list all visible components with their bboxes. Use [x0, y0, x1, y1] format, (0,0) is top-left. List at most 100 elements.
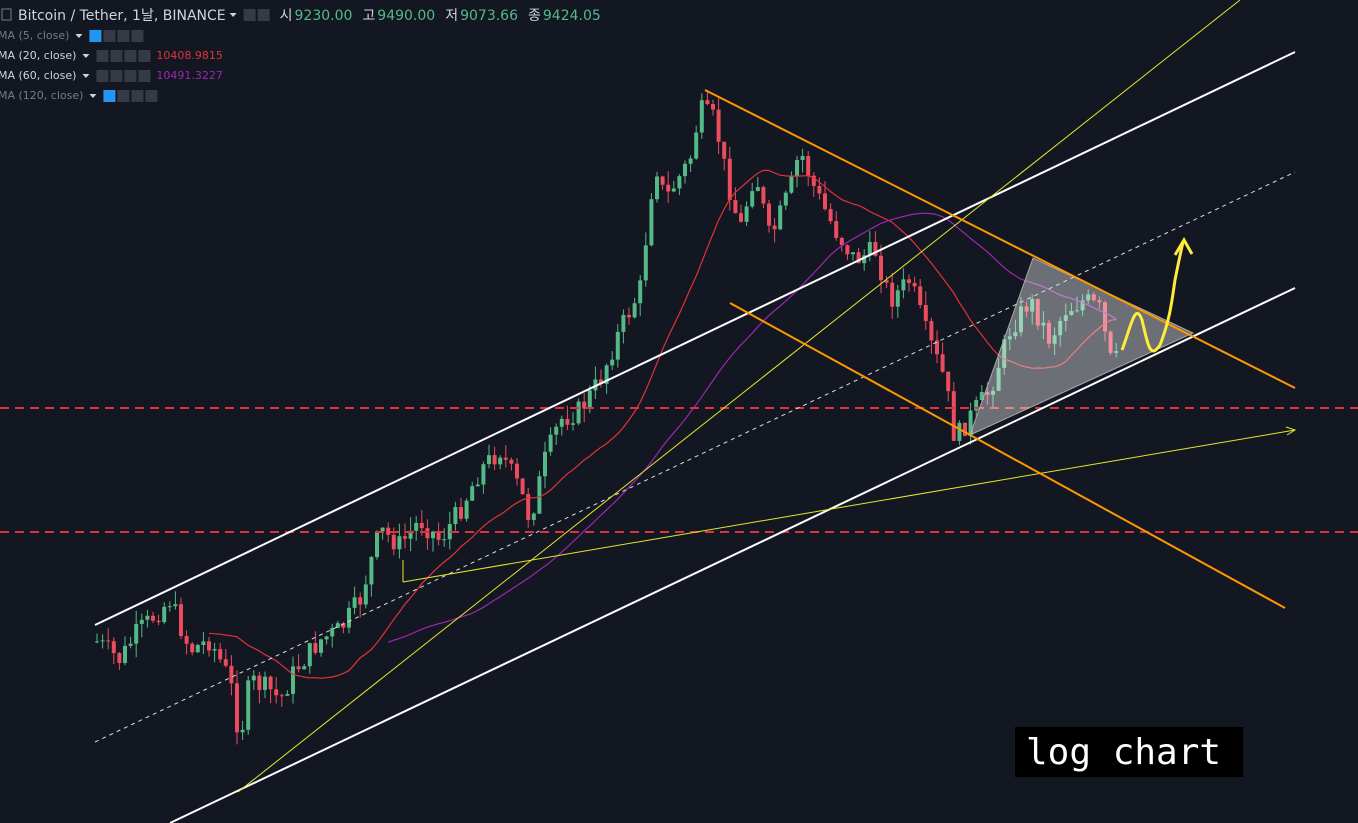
candle-body — [576, 401, 581, 424]
dropdown[interactable] — [82, 54, 90, 58]
candle-body — [447, 524, 452, 540]
icon[interactable] — [117, 30, 130, 42]
channel-line — [94, 51, 1296, 626]
icon[interactable] — [110, 50, 123, 62]
candle-body — [951, 391, 956, 441]
candle-body — [330, 627, 335, 637]
candle-body — [274, 689, 279, 696]
trend-line — [402, 429, 1296, 583]
icon[interactable] — [124, 70, 137, 82]
candle-body — [946, 371, 951, 392]
candle-body — [789, 175, 794, 193]
candle-body — [386, 527, 391, 535]
candle-body — [156, 620, 161, 623]
candle-body — [873, 241, 878, 256]
candle-body — [240, 729, 245, 733]
candle-body — [498, 457, 503, 465]
candle-body — [856, 252, 861, 264]
candle-body — [431, 531, 435, 539]
candle-body — [397, 536, 402, 550]
channel-line — [169, 287, 1296, 823]
icon[interactable] — [96, 70, 109, 82]
candle-body — [162, 606, 167, 623]
candle-body — [1007, 336, 1012, 340]
candle-body — [408, 530, 413, 539]
candle-body — [291, 666, 295, 694]
arrow-head — [1173, 237, 1194, 256]
candle-body — [190, 643, 195, 653]
dropdown[interactable] — [89, 94, 97, 98]
candle-body — [867, 241, 872, 256]
candle-body — [688, 158, 693, 164]
candle-body — [1052, 335, 1057, 344]
candle-body — [811, 175, 816, 187]
candle-body — [1030, 298, 1035, 312]
candle-body — [442, 539, 447, 541]
candle-body — [285, 693, 290, 696]
candle-body — [414, 522, 419, 531]
icon[interactable] — [103, 90, 116, 102]
candle-body — [246, 680, 251, 730]
candle-body — [571, 423, 575, 425]
candle-body — [638, 280, 643, 304]
dropdown[interactable] — [75, 34, 83, 38]
candle-body — [800, 156, 805, 161]
candle-body — [604, 365, 609, 384]
candle-body — [918, 286, 923, 305]
candle-body — [123, 645, 127, 663]
icon[interactable] — [145, 90, 158, 102]
candle-body — [111, 641, 116, 654]
icon[interactable] — [131, 30, 144, 42]
candle-body — [380, 527, 385, 532]
candle-body — [1080, 300, 1085, 311]
candle-body — [1108, 331, 1113, 353]
candle-body — [184, 635, 189, 644]
candle-body — [335, 623, 340, 628]
icon[interactable] — [103, 30, 116, 42]
candle-body — [453, 507, 458, 525]
candle-body — [1114, 351, 1119, 353]
candle-body — [268, 676, 273, 690]
candle-body — [851, 252, 855, 255]
indicators: MA (5, close) MA (20, close) 10408.9815 MA … — [0, 29, 223, 102]
symbol-title[interactable]: Bitcoin / Tether, 1날, BINANCE — [18, 8, 226, 24]
candle-body — [772, 225, 777, 230]
candle-body — [481, 464, 486, 485]
candle-body — [487, 455, 491, 465]
candle-body — [459, 507, 463, 519]
icon[interactable] — [117, 90, 130, 102]
candle-body — [520, 478, 525, 495]
candle-body — [615, 331, 620, 360]
candle-body — [554, 426, 559, 435]
dropdown[interactable] — [82, 74, 90, 78]
candle-body — [912, 282, 917, 287]
icon[interactable] — [131, 90, 144, 102]
candle-body — [201, 641, 206, 646]
icon[interactable] — [257, 9, 270, 21]
candle-body — [963, 422, 967, 436]
icon[interactable] — [96, 50, 109, 62]
icon[interactable] — [110, 70, 123, 82]
candle-body — [627, 314, 631, 318]
icon[interactable] — [89, 30, 102, 42]
menu-icon[interactable] — [1, 8, 12, 21]
icon[interactable] — [124, 50, 137, 62]
dropdown[interactable] — [229, 13, 237, 17]
candle-body — [548, 434, 553, 452]
indicator-name: MA (120, close) — [0, 89, 83, 102]
candle-body — [341, 623, 346, 628]
candle-body — [940, 354, 945, 372]
candle-body — [391, 534, 396, 550]
candle-body — [179, 604, 183, 636]
candle-body — [195, 645, 200, 653]
candle-body — [363, 584, 368, 605]
candle-body — [347, 607, 351, 628]
channel-line — [704, 89, 1296, 389]
icon[interactable] — [138, 70, 151, 82]
candle-body — [475, 484, 480, 487]
icon[interactable] — [243, 9, 256, 21]
icon[interactable] — [138, 50, 151, 62]
